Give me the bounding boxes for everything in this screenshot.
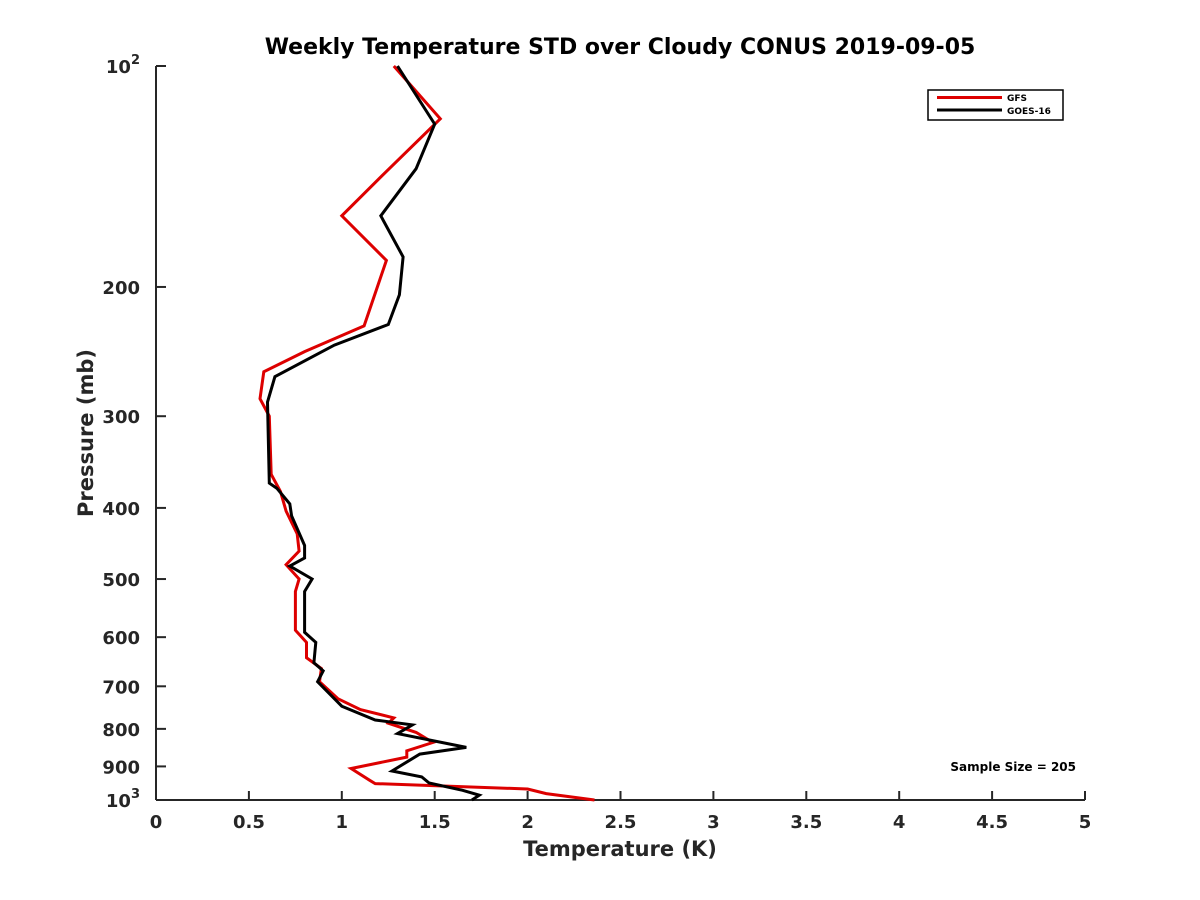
x-tick-label: 0.5: [233, 812, 265, 833]
y-tick-label: 600: [102, 628, 140, 649]
series-line-gfs: [258, 65, 595, 802]
y-tick-label: 300: [102, 407, 140, 428]
y-tick-label: 500: [102, 570, 140, 591]
x-tick-label: 1: [336, 812, 349, 833]
x-tick-label: 3.5: [790, 812, 822, 833]
y-tick-label: 103: [106, 787, 140, 812]
y-tick-label: 400: [102, 499, 140, 520]
x-tick-label: 1.5: [419, 812, 451, 833]
y-tick-label-base: 10: [106, 791, 131, 812]
plot-area: 0 0.5 1 1.5 2 2.5 3 3.5 4 4.5 5 102200300400500600…: [102, 53, 1091, 833]
sample-size-annotation: Sample Size = 205: [950, 760, 1076, 774]
x-tick-label: 4.5: [976, 812, 1008, 833]
y-tick-label: 700: [102, 677, 140, 698]
x-tick-label: 3: [707, 812, 720, 833]
x-axis-label: Temperature (K): [523, 837, 717, 861]
chart-title: Weekly Temperature STD over Cloudy CONUS…: [265, 35, 976, 60]
legend-label-goes-16: GOES-16: [1007, 107, 1051, 117]
y-tick-label: 800: [102, 720, 140, 741]
y-tick-label: 200: [102, 278, 140, 299]
x-tick-label: 2.5: [605, 812, 637, 833]
y-tick-label-exponent: 3: [131, 787, 140, 802]
legend-label-gfs: GFS: [1007, 94, 1027, 104]
series-line-goes-16: [265, 65, 483, 802]
x-tick-label: 4: [893, 812, 906, 833]
legend: GFS GOES-16: [927, 89, 1064, 121]
x-ticks: 0 0.5 1 1.5 2 2.5 3 3.5 4 4.5 5: [150, 791, 1092, 833]
y-tick-label-base: 10: [106, 57, 131, 78]
y-tick-label: 102: [106, 53, 140, 78]
y-axis-label: Pressure (mb): [74, 349, 98, 517]
x-tick-label: 5: [1079, 812, 1092, 833]
series-lines: [258, 65, 595, 802]
y-tick-label-exponent: 2: [131, 53, 140, 68]
x-tick-label: 0: [150, 812, 163, 833]
y-tick-label: 900: [102, 757, 140, 778]
x-tick-label: 2: [521, 812, 534, 833]
legend-box: [927, 89, 1064, 121]
